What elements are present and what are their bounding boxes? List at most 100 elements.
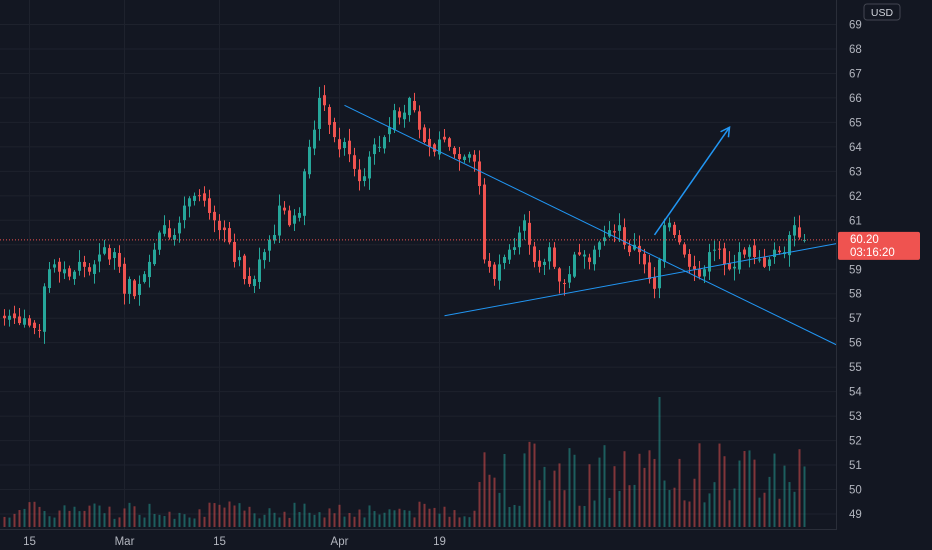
candle[interactable]: [63, 261, 66, 279]
candle[interactable]: [133, 278, 136, 300]
candle[interactable]: [288, 205, 291, 227]
candle[interactable]: [558, 267, 561, 294]
candle[interactable]: [413, 92, 416, 113]
candle[interactable]: [283, 201, 286, 215]
candle[interactable]: [463, 154, 466, 163]
candle[interactable]: [508, 244, 511, 265]
candle[interactable]: [778, 246, 781, 255]
candle[interactable]: [243, 253, 246, 285]
candle[interactable]: [178, 216, 181, 243]
candle[interactable]: [148, 254, 151, 288]
candle[interactable]: [798, 215, 801, 240]
candle[interactable]: [108, 244, 111, 266]
candle[interactable]: [728, 251, 731, 271]
candle[interactable]: [493, 262, 496, 286]
candle[interactable]: [188, 196, 191, 218]
candle[interactable]: [143, 271, 146, 284]
candle[interactable]: [118, 245, 121, 273]
candle[interactable]: [58, 257, 61, 283]
candle[interactable]: [628, 240, 631, 257]
candle[interactable]: [98, 243, 101, 273]
time-axis[interactable]: 15 Mar 15 Apr 19: [0, 529, 932, 550]
candle[interactable]: [88, 263, 91, 276]
candle[interactable]: [183, 196, 186, 229]
candle[interactable]: [68, 265, 71, 281]
candle[interactable]: [793, 216, 796, 247]
candle[interactable]: [313, 120, 316, 156]
candle[interactable]: [193, 192, 196, 206]
candle[interactable]: [488, 252, 491, 273]
candle[interactable]: [138, 275, 141, 306]
candle[interactable]: [743, 247, 746, 259]
candle[interactable]: [538, 249, 541, 273]
candle[interactable]: [618, 213, 621, 242]
candle[interactable]: [718, 241, 721, 260]
candle[interactable]: [393, 103, 396, 133]
candle[interactable]: [643, 248, 646, 274]
candle[interactable]: [623, 218, 626, 250]
candle[interactable]: [338, 127, 341, 158]
candle[interactable]: [268, 235, 271, 262]
candle[interactable]: [658, 257, 661, 299]
candle[interactable]: [698, 261, 701, 280]
candle[interactable]: [773, 242, 776, 264]
candle[interactable]: [123, 257, 126, 305]
candle[interactable]: [763, 248, 766, 269]
ascending-trendline[interactable]: [444, 243, 838, 317]
candle[interactable]: [3, 309, 6, 326]
candle[interactable]: [708, 243, 711, 280]
candle[interactable]: [713, 240, 716, 262]
candle[interactable]: [23, 309, 26, 328]
candle[interactable]: [258, 247, 261, 289]
candle[interactable]: [598, 240, 601, 258]
candle[interactable]: [758, 250, 761, 263]
candle[interactable]: [408, 96, 411, 122]
candle[interactable]: [343, 137, 346, 156]
candle[interactable]: [43, 283, 46, 344]
candle[interactable]: [383, 135, 386, 154]
candle[interactable]: [398, 107, 401, 125]
candle[interactable]: [663, 218, 666, 268]
candle[interactable]: [428, 128, 431, 157]
candle[interactable]: [458, 146, 461, 171]
candle[interactable]: [333, 117, 336, 143]
candle[interactable]: [238, 250, 241, 267]
candle[interactable]: [373, 138, 376, 165]
candle[interactable]: [303, 168, 306, 226]
candle[interactable]: [233, 233, 236, 268]
candle[interactable]: [213, 205, 216, 233]
candle[interactable]: [733, 254, 736, 281]
candle[interactable]: [128, 276, 131, 304]
candle[interactable]: [528, 210, 531, 255]
candle[interactable]: [83, 255, 86, 278]
candlestick-series[interactable]: [3, 85, 806, 344]
candle[interactable]: [318, 86, 321, 141]
candle[interactable]: [308, 139, 311, 179]
candle[interactable]: [353, 147, 356, 177]
currency-badge[interactable]: USD: [863, 3, 901, 21]
candle[interactable]: [503, 254, 506, 270]
candle[interactable]: [368, 151, 371, 190]
candle[interactable]: [18, 308, 21, 326]
candle[interactable]: [48, 262, 51, 293]
candle[interactable]: [158, 230, 161, 255]
candle[interactable]: [78, 250, 81, 276]
candle[interactable]: [568, 265, 571, 289]
candle[interactable]: [613, 224, 616, 243]
candle[interactable]: [588, 253, 591, 270]
candle[interactable]: [218, 214, 221, 240]
candle[interactable]: [208, 189, 211, 220]
candle[interactable]: [38, 324, 41, 338]
candle[interactable]: [203, 186, 206, 207]
candle[interactable]: [153, 243, 156, 266]
candle[interactable]: [573, 251, 576, 278]
candle[interactable]: [788, 231, 791, 267]
candle[interactable]: [448, 136, 451, 151]
candle[interactable]: [278, 194, 281, 243]
candle[interactable]: [653, 267, 656, 299]
candle[interactable]: [53, 259, 56, 273]
candle[interactable]: [693, 255, 696, 281]
candle[interactable]: [513, 238, 516, 255]
candle[interactable]: [348, 128, 351, 163]
